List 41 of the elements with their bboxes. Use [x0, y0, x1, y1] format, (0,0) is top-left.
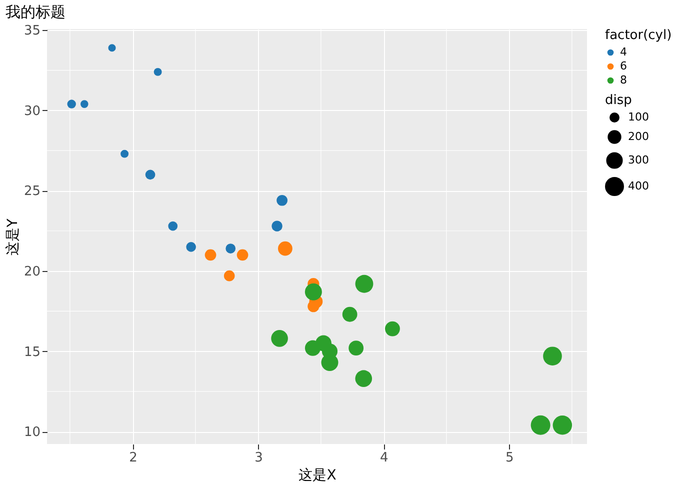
x-axis-title: 这是X	[298, 468, 337, 484]
legend-label: 300	[628, 154, 649, 166]
legend-label: 400	[628, 180, 649, 192]
legend-label: 8	[620, 74, 627, 86]
point	[224, 270, 235, 282]
text: disp	[605, 93, 632, 108]
legend-label: 200	[628, 130, 649, 143]
point	[120, 150, 129, 158]
point	[355, 370, 372, 387]
chart-title: 我的标题	[5, 3, 66, 22]
x-tick-label: 4	[380, 450, 388, 466]
y-tick-label: 20	[24, 264, 40, 280]
point	[154, 68, 162, 76]
point	[272, 220, 282, 232]
y-tick-label: 25	[24, 184, 40, 200]
point	[271, 330, 288, 347]
point	[186, 242, 196, 252]
point	[276, 194, 288, 206]
legend-label: 6	[620, 60, 627, 72]
point	[145, 170, 156, 180]
legend-title: factor(cyl)	[605, 28, 672, 43]
legend-label: 4	[620, 46, 627, 58]
point	[308, 300, 320, 312]
x-tick-label: 3	[254, 450, 263, 466]
legend-label: 100	[628, 110, 649, 124]
point	[80, 100, 88, 108]
point	[355, 274, 374, 293]
y-tick-label: 10	[24, 425, 40, 440]
point	[204, 249, 216, 261]
point	[236, 249, 248, 261]
x-tick-label: 2	[129, 450, 138, 466]
y-tick-label: 35	[24, 24, 40, 39]
y-tick-label: 30	[24, 104, 40, 119]
point	[168, 221, 178, 231]
x-tick-label: 5	[506, 450, 514, 466]
y-axis-title: 这是Y	[4, 218, 21, 256]
y-tick-label: 15	[24, 344, 40, 360]
point	[67, 100, 76, 108]
point	[304, 283, 322, 300]
point	[226, 244, 236, 254]
point	[304, 340, 321, 356]
